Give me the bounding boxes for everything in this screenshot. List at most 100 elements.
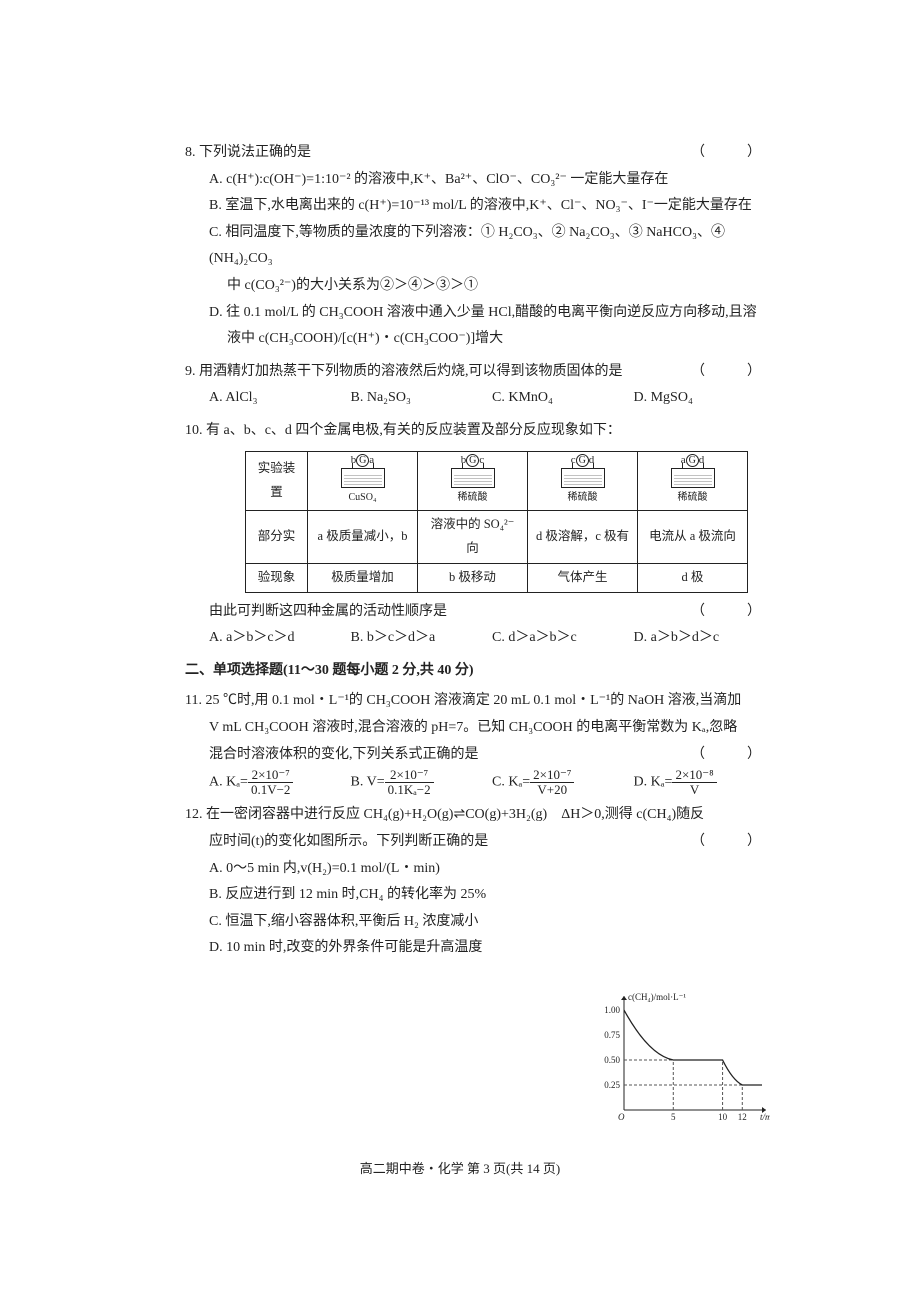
q8-paren: （ ） — [691, 140, 775, 167]
row2-2: 溶液中的 SO₄²⁻ 向 — [418, 511, 528, 564]
q10-options: A. a＞b＞c＞d B. b＞c＞d＞a C. d＞a＞b＞c D. a＞b＞… — [185, 625, 775, 652]
beaker-icon — [671, 468, 715, 488]
q12-D: D. 10 min 时,改变的外界条件可能是升高温度 — [185, 935, 545, 962]
q9-C: C. KMnO₄ — [492, 385, 634, 412]
question-8: 8. 下列说法正确的是 （ ） A. c(H⁺):c(OH⁻)=1:10⁻² 的… — [185, 140, 775, 353]
question-12: 12. 在一密闭容器中进行反应 CH₄(g)+H₂O(g)⇌CO(g)+3H₂(… — [185, 802, 775, 962]
q10-num: 10. — [185, 423, 203, 438]
q11-B-pre: B. V= — [351, 775, 385, 790]
q9-paren: （ ） — [691, 359, 775, 386]
q12-A: A. 0～5 min 内,v(H₂)=0.1 mol/(L・min) — [185, 856, 545, 883]
q10-C: C. d＞a＞b＞c — [492, 625, 634, 652]
q10-paren: （ ） — [691, 599, 775, 626]
q12-chart: 0.250.500.751.00O51012c(CH₄)/mol·L⁻¹t/mi… — [590, 992, 770, 1132]
q11-D-num: 2×10⁻⁸ — [672, 768, 716, 783]
q12-paren: （ ） — [691, 829, 775, 856]
q11-num: 11. — [185, 693, 202, 708]
q8-A: A. c(H⁺):c(OH⁻)=1:10⁻² 的溶液中,K⁺、Ba²⁺、ClO⁻… — [185, 167, 775, 194]
q11-line3: 混合时溶液体积的变化,下列关系式正确的是 （ ） — [185, 742, 775, 769]
row3-2: b 极移动 — [418, 563, 528, 592]
q11-s2: V mL CH₃COOH 溶液时,混合溶液的 pH=7。已知 CH₃COOH 的… — [185, 715, 775, 742]
q10-tail-text: 由此可判断这四种金属的活动性顺序是 — [209, 604, 447, 619]
beaker-icon — [561, 468, 605, 488]
q11-B-den: 0.1Kₐ−2 — [385, 783, 434, 797]
q11-B-num: 2×10⁻⁷ — [385, 768, 434, 783]
q10-table: 实验装置 bGa CuSO₄ bGc 稀硫酸 cGd — [245, 451, 748, 593]
row2-1: a 极质量减小，b — [308, 511, 418, 564]
q11-D-pre: D. Kₐ= — [634, 775, 673, 790]
device-1: bGa CuSO₄ — [308, 451, 418, 511]
q8-text: 下列说法正确的是 — [199, 145, 311, 160]
q9-stem: 9. 用酒精灯加热蒸干下列物质的溶液然后灼烧,可以得到该物质固体的是 （ ） — [185, 359, 775, 386]
q11-B: B. V=2×10⁻⁷0.1Kₐ−2 — [351, 768, 493, 796]
beaker-icon — [341, 468, 385, 488]
q12-s1: 在一密闭容器中进行反应 CH₄(g)+H₂O(g)⇌CO(g)+3H₂(g) Δ… — [206, 807, 704, 822]
row3-4: d 极 — [638, 563, 748, 592]
q10-D: D. a＞b＞d＞c — [634, 625, 776, 652]
page-footer: 高二期中卷・化学 第 3 页(共 14 页) — [0, 1157, 920, 1182]
svg-text:0.75: 0.75 — [604, 1030, 620, 1040]
row2-h: 部分实 — [246, 511, 308, 564]
q9-B: B. Na₂SO₃ — [351, 385, 493, 412]
device-4: aGd 稀硫酸 — [638, 451, 748, 511]
q9-num: 9. — [185, 364, 196, 379]
q11-D: D. Kₐ=2×10⁻⁸V — [634, 768, 776, 796]
q10-B: B. b＞c＞d＞a — [351, 625, 493, 652]
q8-num: 8. — [185, 145, 196, 160]
table-header: 实验装置 — [246, 451, 308, 511]
q9-D: D. MgSO₄ — [634, 385, 776, 412]
q8-stem: 8. 下列说法正确的是 （ ） — [185, 140, 775, 167]
row3-3: 气体产生 — [528, 563, 638, 592]
q11-C: C. Kₐ=2×10⁻⁷V+20 — [492, 768, 634, 796]
row2-4: 电流从 a 极流向 — [638, 511, 748, 564]
q9-text: 用酒精灯加热蒸干下列物质的溶液然后灼烧,可以得到该物质固体的是 — [199, 364, 623, 379]
svg-text:10: 10 — [718, 1112, 728, 1122]
device-2: bGc 稀硫酸 — [418, 451, 528, 511]
q10-stem: 10. 有 a、b、c、d 四个金属电极,有关的反应装置及部分反应现象如下： — [185, 418, 775, 445]
q10-text: 有 a、b、c、d 四个金属电极,有关的反应装置及部分反应现象如下： — [206, 423, 621, 438]
dev2-sol: 稀硫酸 — [458, 492, 488, 503]
q9-A: A. AlCl₃ — [209, 385, 351, 412]
q11-A-num: 2×10⁻⁷ — [248, 768, 293, 783]
svg-text:0.25: 0.25 — [604, 1080, 620, 1090]
q10-A: A. a＞b＞c＞d — [209, 625, 351, 652]
q12-B: B. 反应进行到 12 min 时,CH₄ 的转化率为 25% — [185, 882, 545, 909]
galvanometer-icon: G — [686, 454, 699, 467]
q11-C-num: 2×10⁻⁷ — [530, 768, 574, 783]
q11-s3: 混合时溶液体积的变化,下列关系式正确的是 — [209, 747, 479, 762]
galvanometer-icon: G — [466, 454, 479, 467]
galvanometer-icon: G — [356, 454, 369, 467]
device-3: cGd 稀硫酸 — [528, 451, 638, 511]
q11-A-den: 0.1V−2 — [248, 783, 293, 797]
galvanometer-icon: G — [576, 454, 589, 467]
row3-1: 极质量增加 — [308, 563, 418, 592]
q11-A-pre: A. Kₐ= — [209, 775, 248, 790]
q8-C2: 中 c(CO₃²⁻)的大小关系为②＞④＞③＞① — [185, 273, 775, 300]
q8-C1: C. 相同温度下,等物质的量浓度的下列溶液：① H₂CO₃、② Na₂CO₃、③… — [185, 220, 775, 273]
q12-C: C. 恒温下,缩小容器体积,平衡后 H₂ 浓度减小 — [185, 909, 545, 936]
q12-line1: 12. 在一密闭容器中进行反应 CH₄(g)+H₂O(g)⇌CO(g)+3H₂(… — [185, 802, 775, 829]
q11-paren: （ ） — [691, 742, 775, 769]
svg-text:O: O — [618, 1112, 625, 1122]
svg-text:1.00: 1.00 — [604, 1005, 620, 1015]
question-11: 11. 25 ℃时,用 0.1 mol・L⁻¹的 CH₃COOH 溶液滴定 20… — [185, 688, 775, 796]
beaker-icon — [451, 468, 495, 488]
q8-D1: D. 往 0.1 mol/L 的 CH₃COOH 溶液中通入少量 HCl,醋酸的… — [185, 300, 775, 327]
dev4-sol: 稀硫酸 — [678, 492, 708, 503]
svg-text:12: 12 — [738, 1112, 747, 1122]
row2-3: d 极溶解，c 极有 — [528, 511, 638, 564]
svg-text:t/min: t/min — [760, 1112, 770, 1122]
q8-B: B. 室温下,水电离出来的 c(H⁺)=10⁻¹³ mol/L 的溶液中,K⁺、… — [185, 193, 775, 220]
q11-A: A. Kₐ=2×10⁻⁷0.1V−2 — [209, 768, 351, 796]
question-9: 9. 用酒精灯加热蒸干下列物质的溶液然后灼烧,可以得到该物质固体的是 （ ） A… — [185, 359, 775, 412]
row3-h: 验现象 — [246, 563, 308, 592]
q12-line2: 应时间(t)的变化如图所示。下列判断正确的是 （ ） — [185, 829, 775, 856]
q12-num: 12. — [185, 807, 203, 822]
q11-C-den: V+20 — [530, 783, 574, 797]
q11-options: A. Kₐ=2×10⁻⁷0.1V−2 B. V=2×10⁻⁷0.1Kₐ−2 C.… — [185, 768, 775, 796]
section-2-heading: 二、单项选择题(11～30 题每小题 2 分,共 40 分) — [185, 658, 775, 685]
question-10: 10. 有 a、b、c、d 四个金属电极,有关的反应装置及部分反应现象如下： 实… — [185, 418, 775, 652]
q11-s1: 25 ℃时,用 0.1 mol・L⁻¹的 CH₃COOH 溶液滴定 20 mL … — [205, 693, 741, 708]
svg-text:c(CH₄)/mol·L⁻¹: c(CH₄)/mol·L⁻¹ — [628, 992, 686, 1002]
q10-tail: 由此可判断这四种金属的活动性顺序是 （ ） — [185, 599, 775, 626]
